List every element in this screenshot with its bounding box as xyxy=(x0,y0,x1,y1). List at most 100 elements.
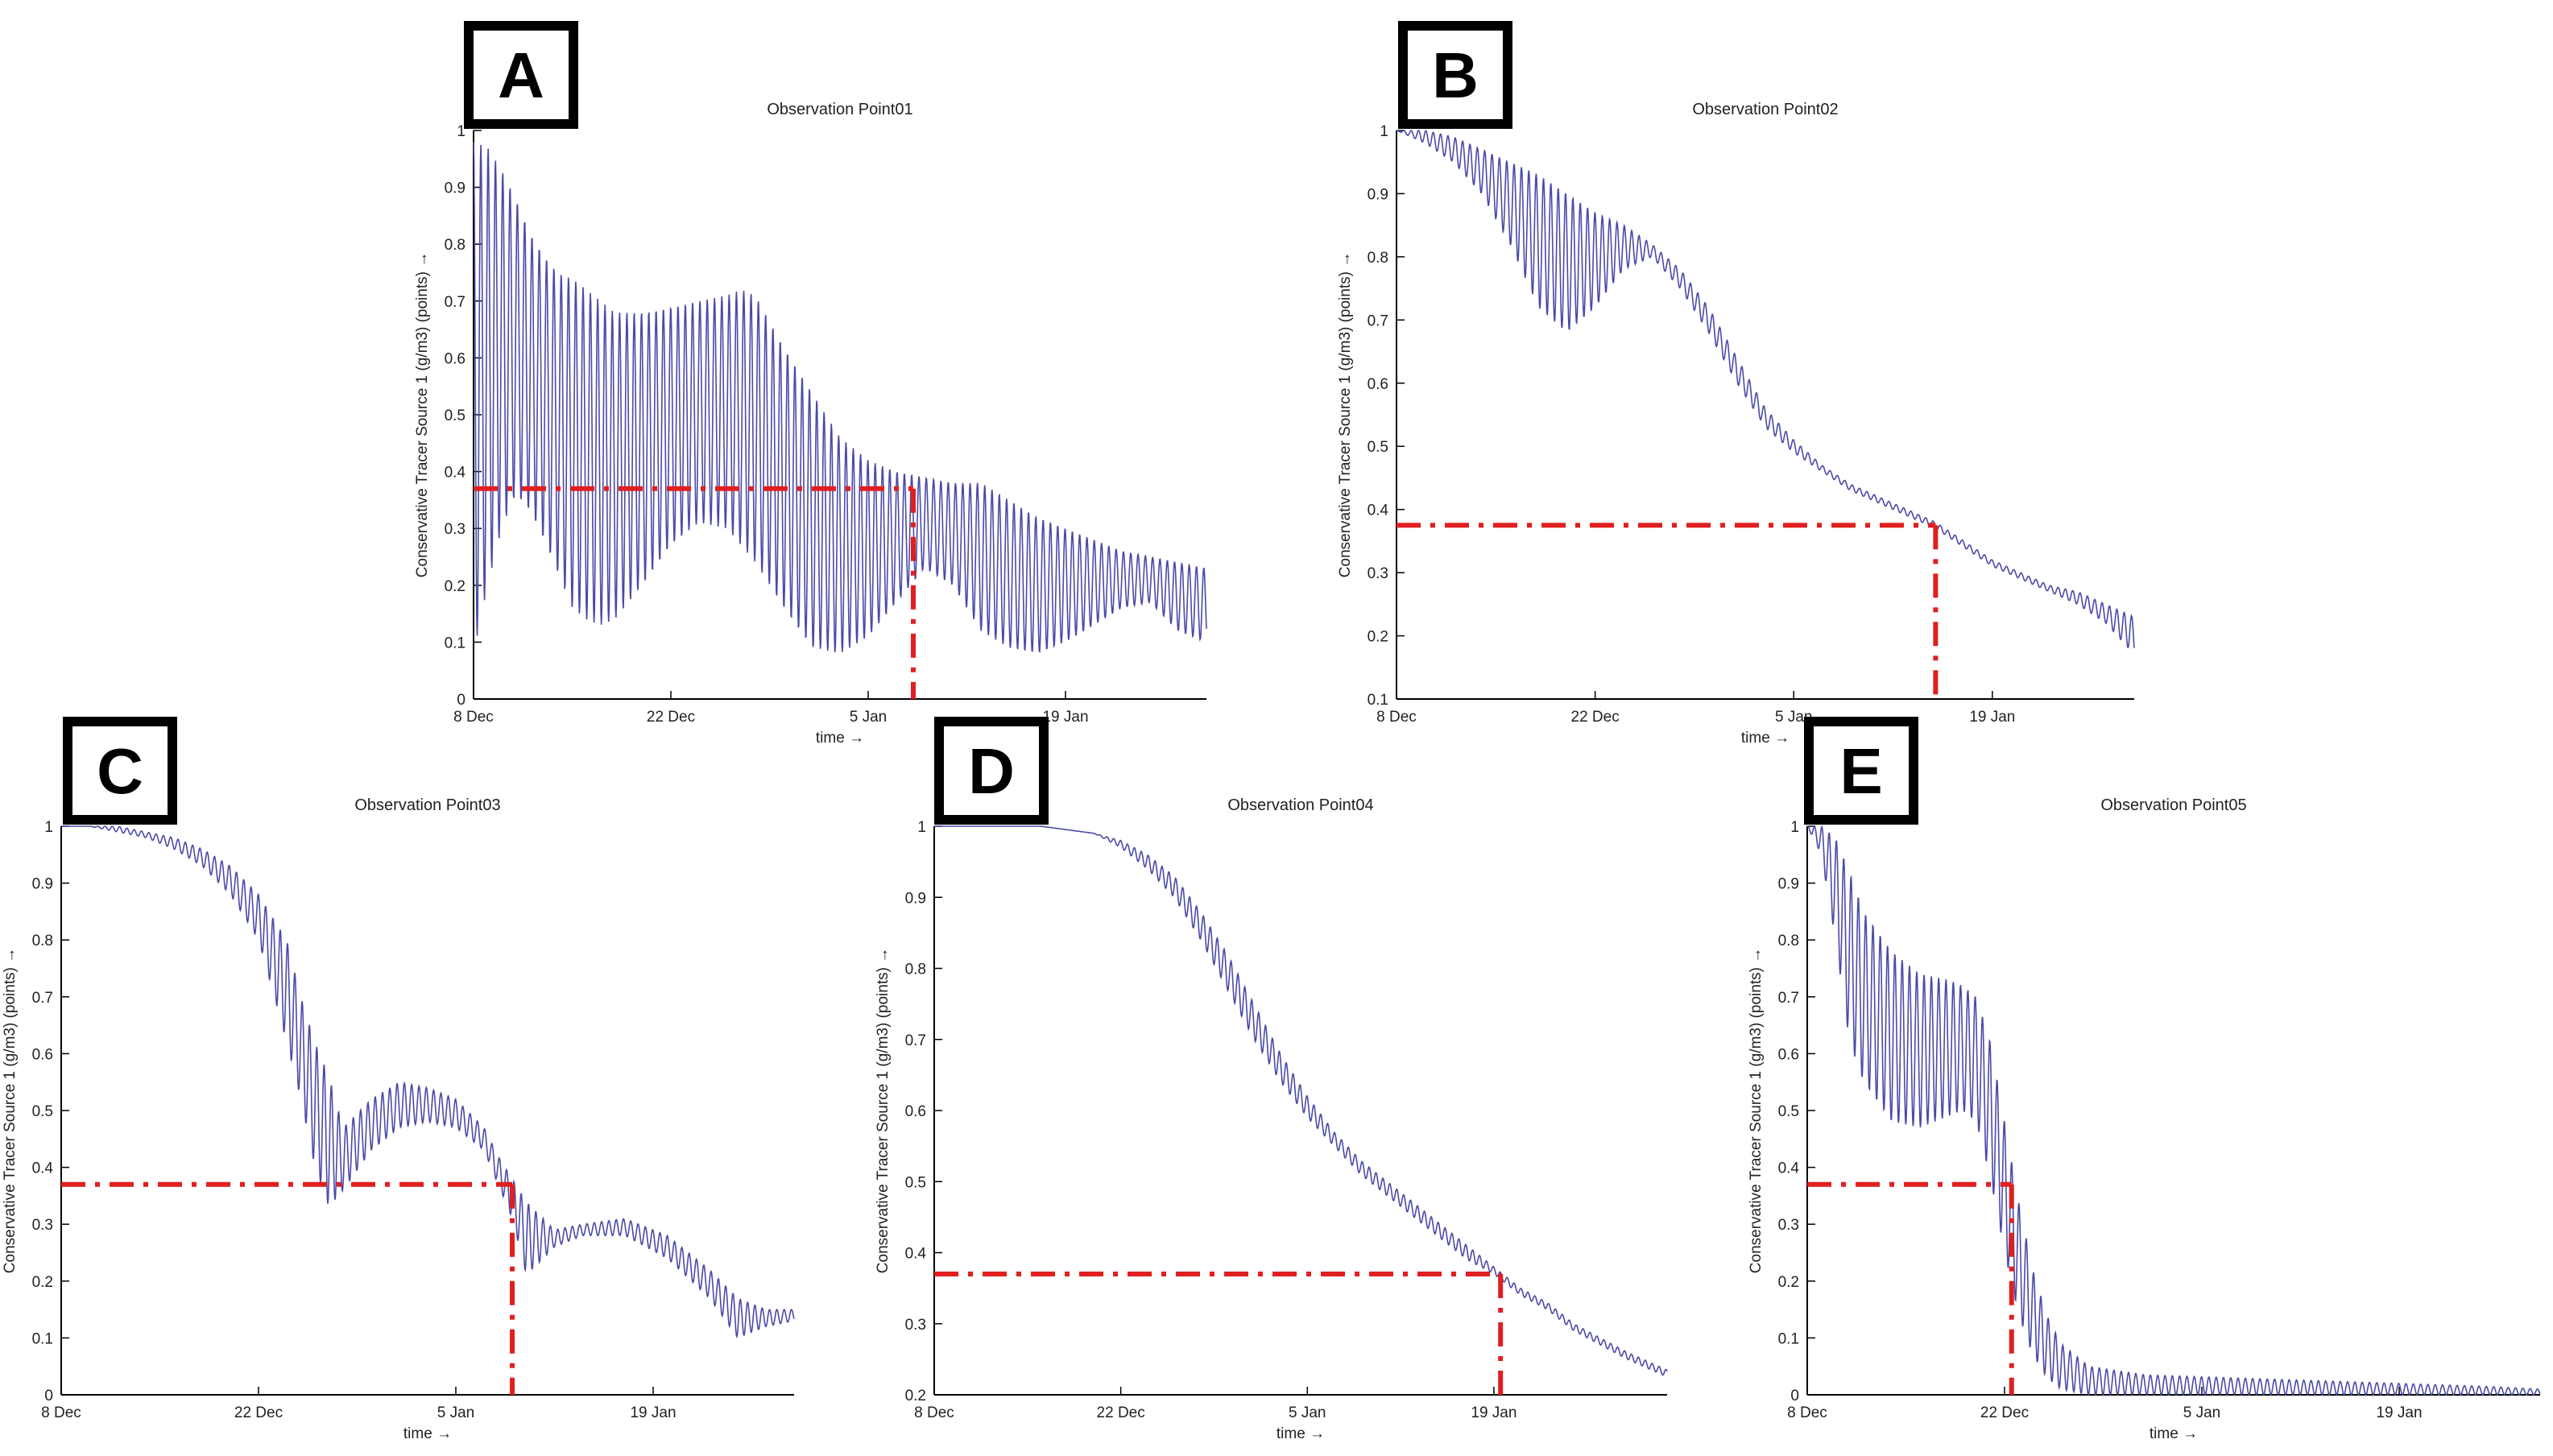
series-line xyxy=(1396,130,2135,648)
series-line xyxy=(934,825,1668,1376)
y-tick-label: 0.6 xyxy=(1778,1046,1799,1063)
y-tick-label: 1 xyxy=(1790,819,1799,836)
y-tick-label: 0.1 xyxy=(32,1330,53,1347)
x-tick-label: 8 Dec xyxy=(41,1404,81,1421)
y-tick-label: 0.3 xyxy=(1368,565,1388,582)
y-tick-label: 0.4 xyxy=(32,1160,54,1177)
x-axis-label: time → xyxy=(1276,1425,1325,1442)
x-tick-label: 8 Dec xyxy=(914,1404,954,1421)
chart-a: 0 0.1 0.2 0.3 0.4 0.5 0.6 0.7 0.8 0.9 1 8 Dec 22 Dec… xyxy=(414,21,1207,747)
y-axis-label: Conservative Tracer Source 1 (g/m3) (poi… xyxy=(414,252,431,577)
y-tick-label: 0.3 xyxy=(1778,1217,1799,1234)
x-axis-label: time → xyxy=(403,1425,452,1442)
y-tick-label: 0.9 xyxy=(445,180,465,197)
y-axis-label: Conservative Tracer Source 1 (g/m3) (poi… xyxy=(2,948,19,1273)
y-tick-label: 0.1 xyxy=(1778,1330,1799,1347)
x-tick-label: 8 Dec xyxy=(453,709,494,726)
x-axis-label: time → xyxy=(816,730,864,747)
x-tick-label: 22 Dec xyxy=(1980,1404,2029,1421)
y-tick-label: 0.9 xyxy=(32,876,53,893)
x-tick-label: 8 Dec xyxy=(1787,1404,1827,1421)
y-axis-label: Conservative Tracer Source 1 (g/m3) (poi… xyxy=(875,948,892,1273)
panel-badge xyxy=(464,21,578,129)
x-tick-label: 22 Dec xyxy=(1097,1404,1145,1421)
y-tick-label: 0.6 xyxy=(445,350,465,367)
x-tick-label: 5 Jan xyxy=(2183,1404,2220,1421)
y-axis-label: Conservative Tracer Source 1 (g/m3) (poi… xyxy=(1337,252,1354,577)
y-tick-label: 0.7 xyxy=(1368,312,1388,329)
chart-e: 0 0.1 0.2 0.3 0.4 0.5 0.6 0.7 0.8 0.9 1 8 Dec 22 Dec… xyxy=(1748,717,2541,1442)
x-tick-label: 5 Jan xyxy=(850,709,887,726)
y-tick-label: 0.7 xyxy=(1778,990,1799,1007)
y-tick-label: 0.8 xyxy=(905,962,926,978)
series-line xyxy=(61,825,795,1339)
y-tick-label: 0.8 xyxy=(1368,250,1388,267)
y-tick-label: 0.4 xyxy=(445,465,466,482)
y-tick-label: 0.7 xyxy=(32,990,53,1007)
y-tick-label: 0.2 xyxy=(1368,629,1388,646)
y-tick-label: 0.2 xyxy=(1778,1274,1799,1291)
y-tick-label: 0.5 xyxy=(1778,1103,1799,1120)
y-tick-label: 0 xyxy=(457,692,465,709)
series-line xyxy=(1806,825,2541,1396)
y-tick-label: 0.1 xyxy=(445,635,465,651)
panel-letter: E xyxy=(1839,735,1882,807)
y-tick-label: 1 xyxy=(457,123,465,140)
chart-c: 0 0.1 0.2 0.3 0.4 0.5 0.6 0.7 0.8 0.9 1 8 Dec 22 Dec… xyxy=(2,717,795,1442)
x-tick-label: 19 Jan xyxy=(630,1404,676,1421)
chart-title: Observation Point04 xyxy=(1227,796,1373,814)
y-tick-label: 0.8 xyxy=(1778,933,1799,949)
y-tick-label: 0.5 xyxy=(1368,439,1388,456)
x-tick-label: 22 Dec xyxy=(234,1404,283,1421)
panel-letter: B xyxy=(1432,39,1479,111)
x-tick-label: 5 Jan xyxy=(437,1404,474,1421)
y-tick-label: 0.3 xyxy=(905,1317,926,1334)
y-tick-label: 0.6 xyxy=(1368,376,1388,393)
y-tick-label: 0.2 xyxy=(445,578,465,595)
chart-d: 0.2 0.3 0.4 0.5 0.6 0.7 0.8 0.9 1 8 Dec 22 Dec 5 Ja… xyxy=(875,717,1668,1442)
y-tick-label: 0.4 xyxy=(1368,503,1389,519)
x-tick-label: 5 Jan xyxy=(1289,1404,1326,1421)
x-axis-label: time → xyxy=(1741,730,1790,747)
y-tick-label: 0 xyxy=(1790,1388,1799,1404)
y-tick-label: 0.5 xyxy=(905,1174,926,1191)
panel-badge xyxy=(1804,717,1918,825)
chart-b: 0.1 0.2 0.3 0.4 0.5 0.6 0.7 0.8 0.9 1 8 Dec 22 Dec 5… xyxy=(1337,21,2135,747)
y-tick-label: 0.7 xyxy=(445,294,465,311)
x-tick-label: 19 Jan xyxy=(1471,1404,1516,1421)
x-tick-label: 5 Jan xyxy=(1775,709,1812,726)
y-tick-label: 0 xyxy=(44,1388,53,1404)
panel-badge xyxy=(934,717,1049,825)
y-tick-label: 0.9 xyxy=(1368,186,1388,203)
y-tick-label: 0.2 xyxy=(905,1388,926,1404)
x-tick-label: 19 Jan xyxy=(1969,709,2015,726)
y-tick-label: 0.6 xyxy=(32,1046,53,1063)
panel-letter: C xyxy=(97,735,143,807)
panel-letter: A xyxy=(498,39,544,111)
y-tick-label: 0.9 xyxy=(1778,876,1799,893)
y-tick-label: 0.3 xyxy=(32,1217,53,1234)
panel-letter: D xyxy=(968,735,1015,807)
y-tick-label: 0.4 xyxy=(905,1246,927,1263)
series-line xyxy=(473,142,1207,653)
y-tick-label: 0.4 xyxy=(1778,1160,1800,1177)
x-tick-label: 19 Jan xyxy=(1042,709,1088,726)
y-tick-label: 0.9 xyxy=(905,890,926,907)
y-tick-label: 0.2 xyxy=(32,1274,53,1291)
x-axis-label: time → xyxy=(2150,1425,2198,1442)
y-tick-label: 0.7 xyxy=(905,1032,926,1049)
x-tick-label: 22 Dec xyxy=(1571,709,1620,726)
x-tick-label: 8 Dec xyxy=(1376,709,1417,726)
y-tick-label: 0.5 xyxy=(445,407,465,424)
y-tick-label: 0.6 xyxy=(905,1103,926,1120)
y-tick-label: 1 xyxy=(44,819,53,836)
panel-badge xyxy=(1398,21,1512,129)
y-tick-label: 0.1 xyxy=(1368,692,1388,709)
y-tick-label: 0.3 xyxy=(445,521,465,538)
y-tick-label: 0.8 xyxy=(445,237,465,254)
y-tick-label: 1 xyxy=(917,819,926,836)
y-tick-label: 1 xyxy=(1380,123,1388,140)
y-tick-label: 0.8 xyxy=(32,933,53,949)
